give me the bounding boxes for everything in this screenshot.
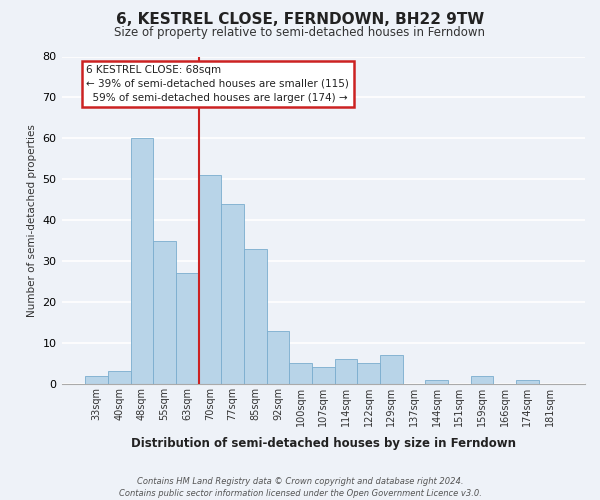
Bar xyxy=(425,380,448,384)
Text: Size of property relative to semi-detached houses in Ferndown: Size of property relative to semi-detach… xyxy=(115,26,485,39)
Text: Contains HM Land Registry data © Crown copyright and database right 2024.
Contai: Contains HM Land Registry data © Crown c… xyxy=(119,476,481,498)
Bar xyxy=(108,372,131,384)
Bar xyxy=(470,376,493,384)
Bar xyxy=(221,204,244,384)
X-axis label: Distribution of semi-detached houses by size in Ferndown: Distribution of semi-detached houses by … xyxy=(131,437,516,450)
Bar xyxy=(266,330,289,384)
Bar xyxy=(380,355,403,384)
Bar xyxy=(176,274,199,384)
Bar xyxy=(244,249,266,384)
Bar xyxy=(289,364,312,384)
Bar xyxy=(312,368,335,384)
Bar xyxy=(131,138,154,384)
Bar xyxy=(335,359,357,384)
Y-axis label: Number of semi-detached properties: Number of semi-detached properties xyxy=(27,124,37,316)
Bar xyxy=(516,380,539,384)
Bar xyxy=(85,376,108,384)
Bar xyxy=(154,240,176,384)
Bar xyxy=(199,175,221,384)
Text: 6, KESTREL CLOSE, FERNDOWN, BH22 9TW: 6, KESTREL CLOSE, FERNDOWN, BH22 9TW xyxy=(116,12,484,28)
Bar xyxy=(357,364,380,384)
Text: 6 KESTREL CLOSE: 68sqm
← 39% of semi-detached houses are smaller (115)
  59% of : 6 KESTREL CLOSE: 68sqm ← 39% of semi-det… xyxy=(86,64,349,102)
